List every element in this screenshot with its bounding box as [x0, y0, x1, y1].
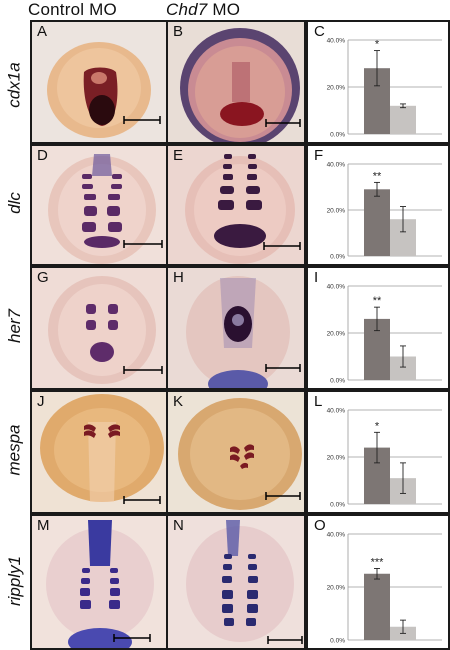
panel-letter: D: [37, 147, 48, 164]
embryo-image: [48, 276, 163, 384]
panel-letter: L: [314, 393, 323, 410]
panel-f-chart: F 0.0% 20.0% 40.0% **: [306, 144, 450, 266]
bar-control-mo: [364, 189, 390, 256]
y-tick-label: 0.0%: [330, 638, 345, 645]
panel-letter: K: [173, 393, 184, 410]
y-tick-label: 20.0%: [327, 585, 346, 592]
panel-letter: G: [37, 269, 49, 286]
panel-letter: A: [37, 23, 48, 40]
significance-marker: **: [373, 295, 382, 307]
y-tick-label: 20.0%: [327, 85, 346, 92]
panel-k-chd7-mespa: K: [166, 390, 306, 514]
bar-chart-f: 0.0% 20.0% 40.0% **: [327, 162, 442, 261]
panel-letter: O: [314, 517, 326, 534]
panel-j-control-mespa: J: [30, 390, 168, 514]
panel-letter: C: [314, 23, 325, 40]
panel-a-control-cdx1a: A: [30, 20, 168, 144]
panel-d-control-dlc: D: [30, 144, 168, 266]
bar-chart-l: 0.0% 20.0% 40.0% *: [327, 408, 442, 509]
embryo-image: [46, 520, 154, 648]
panel-letter: I: [314, 269, 319, 286]
panel-b-chd7-cdx1a: B: [166, 20, 306, 144]
y-tick-label: 20.0%: [327, 455, 346, 462]
panel-letter: F: [314, 147, 324, 164]
bar-chd7-mo: [390, 356, 416, 380]
gene-label-ripply1: ripply1: [5, 555, 24, 607]
y-tick-label: 20.0%: [327, 331, 346, 338]
panel-g-control-her7: G: [30, 266, 168, 390]
gene-label-cdx1a: cdx1a: [5, 62, 24, 108]
panel-h-chd7-her7: H: [166, 266, 306, 390]
embryo-image: [178, 398, 302, 510]
y-tick-label: 0.0%: [330, 132, 345, 139]
bar-chart-c: 0.0% 20.0% 40.0% *: [327, 38, 442, 139]
significance-marker: *: [375, 420, 380, 432]
panel-m-control-ripply1: M: [30, 514, 168, 650]
embryo-image: [186, 520, 303, 644]
y-tick-label: 0.0%: [330, 378, 345, 385]
embryo-image: [180, 28, 301, 142]
panel-i-chart: I 0.0% 20.0% 40.0% **: [306, 266, 450, 390]
panel-letter: M: [37, 517, 50, 534]
panel-letter: H: [173, 269, 184, 286]
gene-label-mespa: mespa: [5, 424, 24, 476]
bar-chd7-mo: [390, 105, 416, 134]
panel-letter: N: [173, 517, 184, 534]
panel-l-chart: L 0.0% 20.0% 40.0% *: [306, 390, 450, 514]
bar-chart-i: 0.0% 20.0% 40.0% **: [327, 284, 442, 385]
y-tick-label: 0.0%: [330, 502, 345, 509]
panel-c-chart: C 0.0% 20.0% 40.0% *: [306, 20, 450, 144]
y-tick-label: 40.0%: [327, 284, 346, 291]
embryo-image: [48, 154, 163, 264]
y-tick-label: 40.0%: [327, 162, 346, 169]
gene-label-her7: her7: [5, 308, 24, 344]
embryo-image: [186, 276, 301, 388]
embryo-image: [47, 42, 161, 138]
panel-letter: B: [173, 23, 184, 40]
bar-chart-o: 0.0% 20.0% 40.0% ***: [327, 532, 442, 645]
control-mo-header: Control MO: [28, 0, 117, 19]
gene-label-dlc: dlc: [4, 192, 24, 214]
embryo-image: [40, 394, 164, 504]
chd7-mo-header: Chd7 MO: [166, 0, 241, 19]
panel-letter: E: [173, 147, 184, 164]
y-tick-label: 40.0%: [327, 408, 346, 415]
y-tick-label: 0.0%: [330, 254, 345, 261]
y-tick-label: 20.0%: [327, 208, 346, 215]
y-tick-label: 40.0%: [327, 532, 346, 539]
panel-letter: J: [37, 393, 45, 410]
embryo-image: [185, 154, 301, 264]
panel-o-chart: O 0.0% 20.0% 40.0% ***: [306, 514, 450, 650]
bar-control-mo: [364, 573, 390, 640]
panel-n-chd7-ripply1: N: [166, 514, 306, 650]
significance-marker: **: [373, 170, 382, 182]
significance-marker: *: [375, 39, 380, 51]
panel-e-chd7-dlc: E: [166, 144, 306, 266]
y-tick-label: 40.0%: [327, 38, 346, 45]
significance-marker: ***: [371, 556, 385, 568]
